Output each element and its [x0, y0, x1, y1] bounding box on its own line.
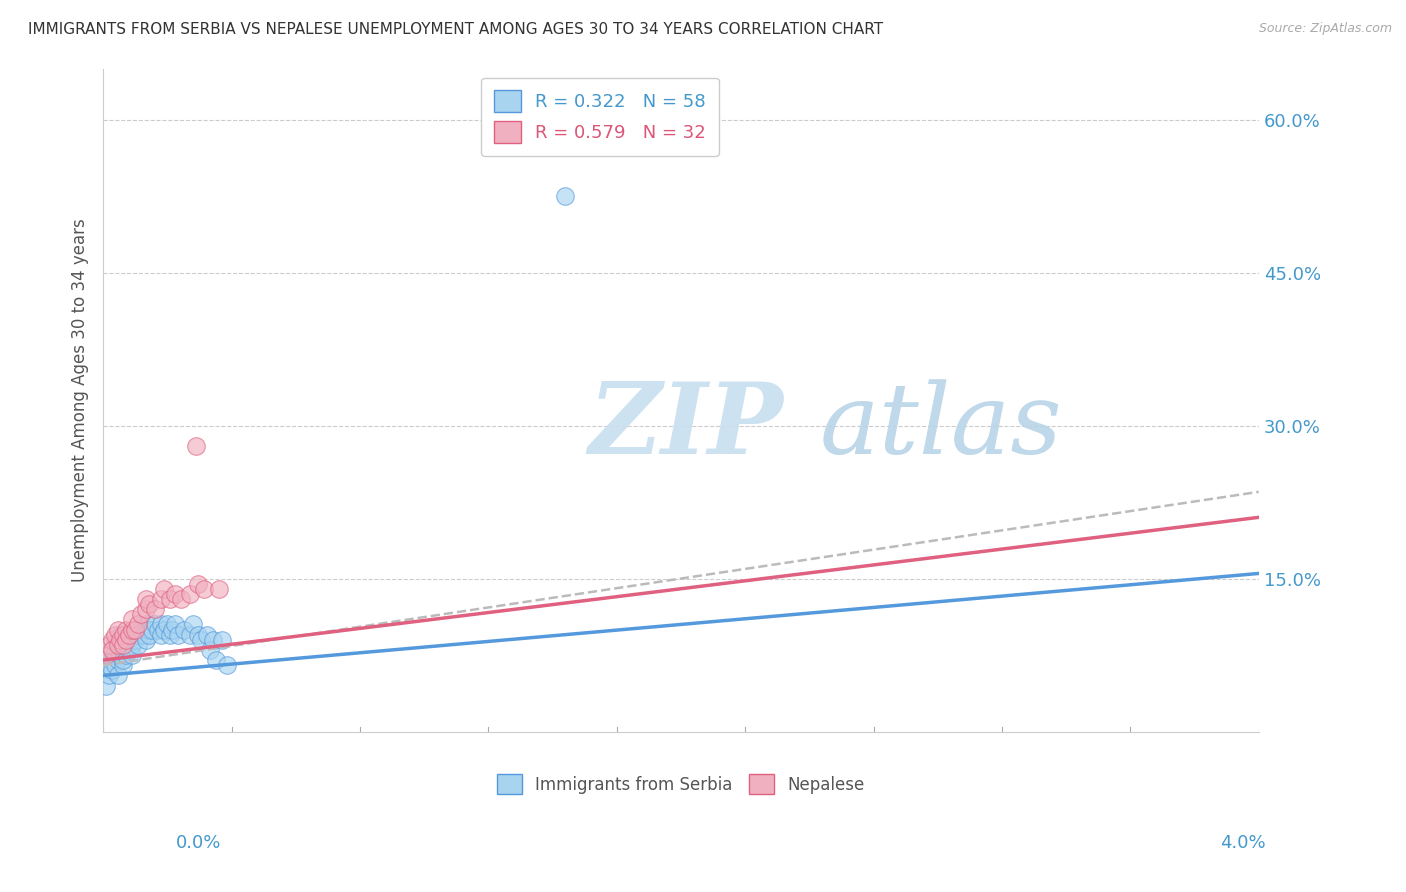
Point	[143, 617, 166, 632]
Point	[110, 648, 132, 662]
Point	[124, 623, 146, 637]
Point	[208, 582, 231, 596]
Point	[135, 617, 157, 632]
Point	[195, 627, 218, 641]
Point	[124, 623, 146, 637]
Point	[107, 638, 129, 652]
Point	[115, 638, 138, 652]
Point	[107, 623, 129, 637]
Point	[135, 591, 157, 606]
Point	[104, 658, 127, 673]
Point	[554, 189, 576, 203]
Point	[94, 648, 117, 662]
Point	[101, 643, 124, 657]
Point	[118, 632, 141, 647]
Point	[217, 658, 239, 673]
Point	[173, 623, 195, 637]
Legend: Immigrants from Serbia, Nepalese: Immigrants from Serbia, Nepalese	[489, 766, 873, 803]
Point	[101, 632, 124, 647]
Point	[187, 627, 209, 641]
Point	[118, 627, 141, 641]
Text: atlas: atlas	[820, 379, 1063, 475]
Point	[127, 617, 149, 632]
Point	[198, 643, 221, 657]
Point	[115, 623, 138, 637]
Point	[211, 632, 233, 647]
Point	[135, 602, 157, 616]
Text: IMMIGRANTS FROM SERBIA VS NEPALESE UNEMPLOYMENT AMONG AGES 30 TO 34 YEARS CORREL: IMMIGRANTS FROM SERBIA VS NEPALESE UNEMP…	[28, 22, 883, 37]
Point	[170, 591, 193, 606]
Point	[110, 627, 132, 641]
Point	[107, 668, 129, 682]
Point	[127, 638, 149, 652]
Point	[112, 643, 135, 657]
Point	[118, 643, 141, 657]
Point	[159, 591, 181, 606]
Point	[156, 617, 179, 632]
Point	[187, 576, 209, 591]
Point	[162, 623, 184, 637]
Point	[138, 623, 160, 637]
Point	[121, 638, 143, 652]
Point	[104, 627, 127, 641]
Text: ZIP: ZIP	[589, 378, 783, 475]
Point	[179, 627, 201, 641]
Point	[138, 597, 160, 611]
Point	[201, 632, 224, 647]
Point	[193, 582, 215, 596]
Point	[149, 591, 172, 606]
Text: 4.0%: 4.0%	[1220, 834, 1265, 852]
Point	[97, 638, 120, 652]
Point	[115, 632, 138, 647]
Point	[129, 623, 152, 637]
Point	[110, 638, 132, 652]
Point	[104, 638, 127, 652]
Point	[149, 627, 172, 641]
Point	[127, 627, 149, 641]
Point	[112, 627, 135, 641]
Point	[107, 632, 129, 647]
Point	[143, 602, 166, 616]
Point	[165, 587, 187, 601]
Point	[101, 643, 124, 657]
Point	[179, 587, 201, 601]
Point	[165, 617, 187, 632]
Text: Source: ZipAtlas.com: Source: ZipAtlas.com	[1258, 22, 1392, 36]
Point	[124, 632, 146, 647]
Point	[135, 632, 157, 647]
Point	[107, 643, 129, 657]
Point	[167, 627, 190, 641]
Point	[141, 623, 163, 637]
Point	[112, 638, 135, 652]
Point	[184, 439, 207, 453]
Point	[129, 607, 152, 622]
Text: 0.0%: 0.0%	[176, 834, 221, 852]
Point	[97, 658, 120, 673]
Point	[181, 617, 204, 632]
Point	[152, 623, 174, 637]
Point	[112, 658, 135, 673]
Point	[104, 648, 127, 662]
Y-axis label: Unemployment Among Ages 30 to 34 years: Unemployment Among Ages 30 to 34 years	[72, 219, 89, 582]
Point	[110, 632, 132, 647]
Point	[159, 627, 181, 641]
Point	[121, 612, 143, 626]
Point	[138, 627, 160, 641]
Point	[121, 623, 143, 637]
Point	[107, 653, 129, 667]
Point	[121, 648, 143, 662]
Point	[204, 653, 226, 667]
Point	[149, 617, 172, 632]
Point	[152, 582, 174, 596]
Point	[101, 664, 124, 678]
Point	[190, 632, 212, 647]
Point	[121, 627, 143, 641]
Point	[112, 653, 135, 667]
Point	[132, 627, 155, 641]
Point	[101, 653, 124, 667]
Point	[94, 679, 117, 693]
Point	[97, 668, 120, 682]
Point	[146, 623, 169, 637]
Point	[115, 648, 138, 662]
